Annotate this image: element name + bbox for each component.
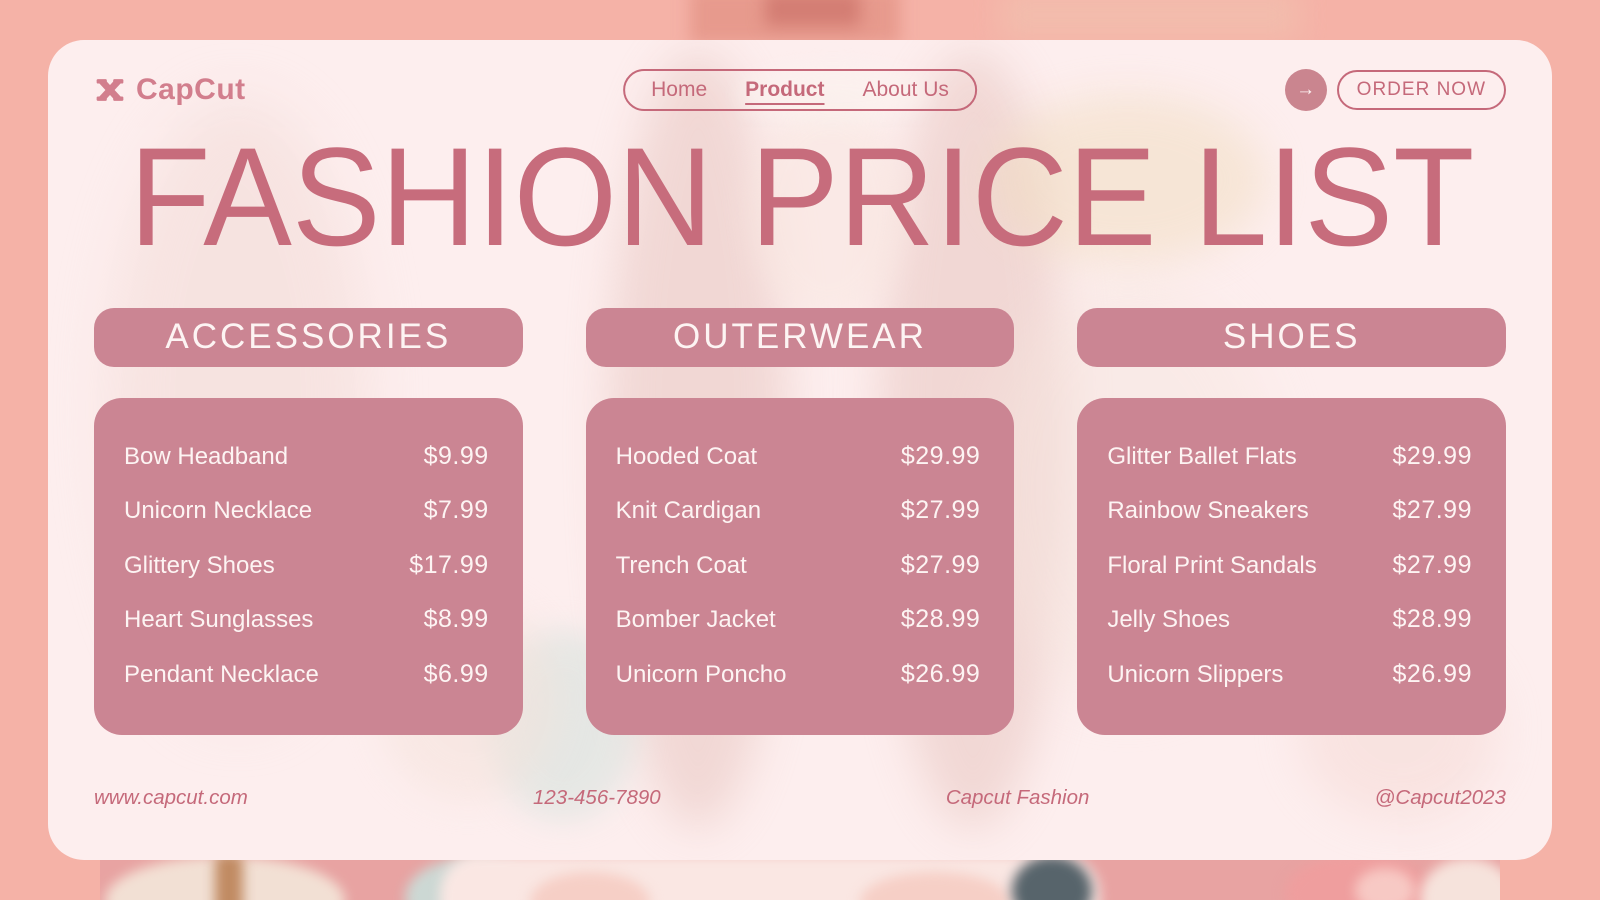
item-price: $7.99 xyxy=(423,496,489,525)
item-price: $28.99 xyxy=(900,605,981,634)
background-hat-shape xyxy=(1000,0,1300,40)
price-list-row: Bow Headband $9.99 xyxy=(124,442,489,471)
item-name: Pendant Necklace xyxy=(124,660,319,688)
item-name: Rainbow Sneakers xyxy=(1107,497,1309,525)
page-footer: www.capcut.com 123-456-7890 Capcut Fashi… xyxy=(94,786,1506,810)
item-name: Jelly Shoes xyxy=(1107,606,1231,634)
arrow-right-icon: → xyxy=(1296,79,1316,100)
price-list-row: Trench Coat $27.99 xyxy=(616,551,981,580)
item-price: $27.99 xyxy=(1392,550,1472,579)
item-name: Hooded Coat xyxy=(615,442,758,470)
column-accessories: ACCESSORIES Bow Headband $9.99 Unicorn Nec… xyxy=(94,307,523,735)
item-name: Bow Headband xyxy=(124,442,289,470)
main-nav: Home Product About Us xyxy=(623,69,977,111)
price-list-row: Bomber Jacket $28.99 xyxy=(616,605,981,634)
item-price: $26.99 xyxy=(1392,659,1472,688)
order-now-button[interactable]: ORDER NOW xyxy=(1336,70,1506,110)
item-price: $9.99 xyxy=(423,441,489,470)
price-panel-accessories: Bow Headband $9.99 Unicorn Necklace $7.99 Gl… xyxy=(94,397,523,735)
column-header-outerwear: OUTERWEAR xyxy=(585,307,1015,367)
background-bag-strap-shape xyxy=(215,854,243,900)
item-price: $6.99 xyxy=(423,659,489,688)
price-list-row: Unicorn Slippers $26.99 xyxy=(1107,660,1472,689)
item-price: $27.99 xyxy=(900,550,981,579)
nav-item-home[interactable]: Home xyxy=(651,78,708,101)
price-list-row: Knit Cardigan $27.99 xyxy=(616,496,981,525)
price-list-row: Floral Print Sandals $27.99 xyxy=(1107,551,1472,580)
footer-website: www.capcut.com xyxy=(94,786,248,809)
ghost-headband-shape xyxy=(738,65,928,125)
item-name: Floral Print Sandals xyxy=(1107,551,1317,579)
price-list-row: Hooded Coat $29.99 xyxy=(616,442,981,471)
price-columns: ACCESSORIES Bow Headband $9.99 Unicorn Nec… xyxy=(94,307,1506,735)
page-title: FASHION PRICE LIST xyxy=(129,118,1475,275)
column-outerwear: OUTERWEAR Hooded Coat $29.99 Knit Cardigan… xyxy=(585,307,1015,735)
item-price: $8.99 xyxy=(423,605,489,634)
ghost-hat-shape xyxy=(988,95,1268,265)
item-price: $29.99 xyxy=(900,441,981,470)
nav-item-about-us[interactable]: About Us xyxy=(862,78,949,101)
price-list-row: Unicorn Poncho $26.99 xyxy=(616,660,981,689)
item-name: Heart Sunglasses xyxy=(124,606,314,634)
item-price: $27.99 xyxy=(900,496,981,525)
price-list-row: Glitter Ballet Flats $29.99 xyxy=(1107,442,1472,471)
item-name: Trench Coat xyxy=(615,551,747,579)
header-actions: → ORDER NOW xyxy=(1284,69,1506,111)
column-header-shoes: SHOES xyxy=(1077,307,1506,367)
price-list-row: Pendant Necklace $6.99 xyxy=(124,660,489,689)
item-name: Unicorn Poncho xyxy=(615,660,787,688)
background-illustration-strip xyxy=(100,854,1500,900)
arrow-button[interactable]: → xyxy=(1284,69,1327,111)
capcut-logo[interactable]: CapCut xyxy=(94,73,246,107)
capcut-bowtie-icon xyxy=(94,76,126,104)
content-card: CapCut Home Product About Us → ORDER NOW… xyxy=(48,40,1552,860)
price-list-row: Rainbow Sneakers $27.99 xyxy=(1107,496,1472,525)
price-panel-shoes: Glitter Ballet Flats $29.99 Rainbow Sneake… xyxy=(1077,397,1506,735)
item-name: Bomber Jacket xyxy=(615,606,776,634)
item-price: $26.99 xyxy=(900,659,981,688)
page-header: CapCut Home Product About Us → ORDER NOW xyxy=(94,68,1506,112)
column-shoes: SHOES Glitter Ballet Flats $29.99 Rainbow … xyxy=(1077,307,1506,735)
item-price: $17.99 xyxy=(409,550,489,579)
item-name: Unicorn Slippers xyxy=(1107,660,1284,688)
price-list-row: Glittery Shoes $17.99 xyxy=(124,551,489,580)
background-cream-shape xyxy=(1420,858,1500,900)
item-price: $27.99 xyxy=(1392,496,1472,525)
price-panel-outerwear: Hooded Coat $29.99 Knit Cardigan $27.99 Tren… xyxy=(585,397,1015,735)
brand-name: CapCut xyxy=(136,73,246,106)
item-price: $29.99 xyxy=(1392,441,1472,470)
price-list-row: Heart Sunglasses $8.99 xyxy=(124,605,489,634)
footer-brand-name: Capcut Fashion xyxy=(945,786,1090,809)
price-list-row: Jelly Shoes $28.99 xyxy=(1107,605,1472,634)
price-list-row: Unicorn Necklace $7.99 xyxy=(124,496,489,525)
ghost-face-shape xyxy=(748,100,908,320)
item-name: Knit Cardigan xyxy=(615,497,762,525)
item-price: $28.99 xyxy=(1392,605,1472,634)
background-flower-petal-shape xyxy=(1355,868,1415,900)
footer-social-handle: @Capcut2023 xyxy=(1374,786,1506,809)
background-hair-crown-shape xyxy=(765,0,860,26)
nav-item-product[interactable]: Product xyxy=(745,78,825,101)
item-name: Glittery Shoes xyxy=(124,551,275,579)
item-name: Glitter Ballet Flats xyxy=(1107,442,1297,470)
item-name: Unicorn Necklace xyxy=(124,497,313,525)
column-header-accessories: ACCESSORIES xyxy=(94,307,523,367)
footer-phone: 123-456-7890 xyxy=(532,786,661,809)
